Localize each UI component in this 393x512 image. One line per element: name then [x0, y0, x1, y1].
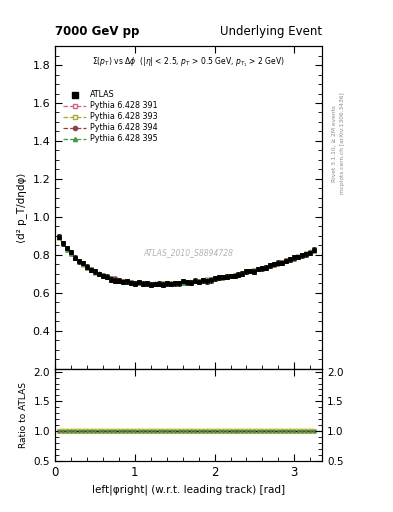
Text: 7000 GeV pp: 7000 GeV pp — [55, 25, 140, 38]
Text: Rivet 3.1.10, ≥ 2M events: Rivet 3.1.10, ≥ 2M events — [332, 105, 337, 182]
Text: ATLAS_2010_S8894728: ATLAS_2010_S8894728 — [143, 248, 234, 257]
Y-axis label: ⟨d² p_T/dηdφ⟩: ⟨d² p_T/dηdφ⟩ — [16, 172, 27, 243]
Text: $\Sigma(p_T)$ vs $\Delta\phi$  ($|\eta|$ < 2.5, $p_T$ > 0.5 GeV, $p_{T_1}$ > 2 G: $\Sigma(p_T)$ vs $\Delta\phi$ ($|\eta|$ … — [92, 56, 285, 69]
Text: mcplots.cern.ch [arXiv:1306.3436]: mcplots.cern.ch [arXiv:1306.3436] — [340, 93, 345, 194]
Y-axis label: Ratio to ATLAS: Ratio to ATLAS — [19, 382, 28, 447]
Text: Underlying Event: Underlying Event — [220, 25, 322, 38]
X-axis label: left|φright| (w.r.t. leading track) [rad]: left|φright| (w.r.t. leading track) [rad… — [92, 484, 285, 495]
Legend: ATLAS, Pythia 6.428 391, Pythia 6.428 393, Pythia 6.428 394, Pythia 6.428 395: ATLAS, Pythia 6.428 391, Pythia 6.428 39… — [62, 89, 159, 145]
